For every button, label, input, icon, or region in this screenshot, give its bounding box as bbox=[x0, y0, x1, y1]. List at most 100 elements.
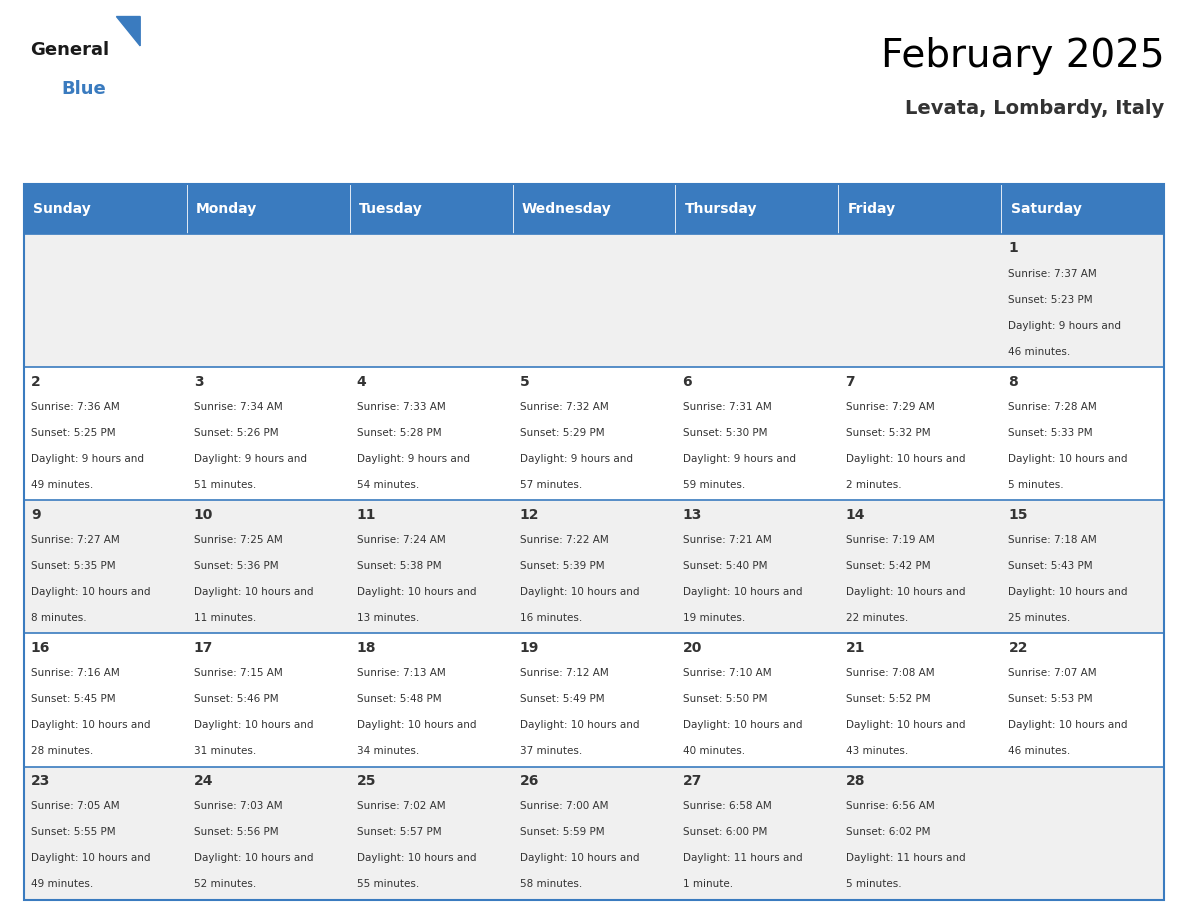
Text: 15: 15 bbox=[1009, 508, 1028, 521]
Text: Sunset: 5:29 PM: Sunset: 5:29 PM bbox=[519, 428, 605, 438]
Text: Daylight: 9 hours and: Daylight: 9 hours and bbox=[356, 454, 469, 464]
Text: Saturday: Saturday bbox=[1011, 202, 1082, 216]
Text: Blue: Blue bbox=[62, 80, 107, 98]
Text: Sunset: 5:25 PM: Sunset: 5:25 PM bbox=[31, 428, 115, 438]
Text: 3: 3 bbox=[194, 375, 203, 388]
Text: Sunrise: 7:31 AM: Sunrise: 7:31 AM bbox=[683, 402, 771, 412]
Text: Sunrise: 7:22 AM: Sunrise: 7:22 AM bbox=[519, 535, 608, 545]
Text: 10: 10 bbox=[194, 508, 213, 521]
Text: Daylight: 10 hours and: Daylight: 10 hours and bbox=[1009, 454, 1127, 464]
Bar bbox=[839, 234, 1001, 367]
Text: 13 minutes.: 13 minutes. bbox=[356, 613, 419, 623]
Text: Sunset: 5:30 PM: Sunset: 5:30 PM bbox=[683, 428, 767, 438]
Text: Sunset: 5:49 PM: Sunset: 5:49 PM bbox=[519, 694, 605, 704]
Text: Sunrise: 7:10 AM: Sunrise: 7:10 AM bbox=[683, 668, 771, 678]
Text: 24: 24 bbox=[194, 774, 214, 788]
Bar bbox=[349, 367, 512, 500]
Text: Daylight: 10 hours and: Daylight: 10 hours and bbox=[31, 854, 151, 863]
Bar bbox=[512, 184, 676, 234]
Text: 49 minutes.: 49 minutes. bbox=[31, 480, 93, 490]
Text: Sunset: 5:57 PM: Sunset: 5:57 PM bbox=[356, 827, 442, 837]
Text: Daylight: 10 hours and: Daylight: 10 hours and bbox=[846, 588, 965, 597]
Text: 27: 27 bbox=[683, 774, 702, 788]
Bar bbox=[676, 234, 839, 367]
Bar bbox=[512, 500, 676, 633]
Text: Sunrise: 7:36 AM: Sunrise: 7:36 AM bbox=[31, 402, 120, 412]
Text: 4: 4 bbox=[356, 375, 366, 388]
Text: Sunset: 5:23 PM: Sunset: 5:23 PM bbox=[1009, 295, 1093, 305]
Bar bbox=[676, 500, 839, 633]
Text: Sunset: 5:35 PM: Sunset: 5:35 PM bbox=[31, 561, 115, 571]
Text: 55 minutes.: 55 minutes. bbox=[356, 879, 419, 890]
Text: Sunrise: 7:08 AM: Sunrise: 7:08 AM bbox=[846, 668, 934, 678]
Text: Sunrise: 7:03 AM: Sunrise: 7:03 AM bbox=[194, 801, 283, 812]
Text: Daylight: 9 hours and: Daylight: 9 hours and bbox=[31, 454, 144, 464]
Text: Sunset: 5:55 PM: Sunset: 5:55 PM bbox=[31, 827, 115, 837]
Text: Sunset: 5:53 PM: Sunset: 5:53 PM bbox=[1009, 694, 1093, 704]
Text: 5: 5 bbox=[519, 375, 530, 388]
Text: 19: 19 bbox=[519, 641, 539, 655]
Text: 8 minutes.: 8 minutes. bbox=[31, 613, 87, 623]
Bar bbox=[676, 633, 839, 767]
Polygon shape bbox=[116, 17, 140, 46]
Text: Sunrise: 7:37 AM: Sunrise: 7:37 AM bbox=[1009, 269, 1098, 279]
Text: 46 minutes.: 46 minutes. bbox=[1009, 347, 1070, 357]
Text: Daylight: 10 hours and: Daylight: 10 hours and bbox=[1009, 721, 1127, 730]
Text: Sunset: 5:46 PM: Sunset: 5:46 PM bbox=[194, 694, 278, 704]
Bar bbox=[187, 367, 349, 500]
Text: Sunset: 5:38 PM: Sunset: 5:38 PM bbox=[356, 561, 442, 571]
Text: 37 minutes.: 37 minutes. bbox=[519, 746, 582, 756]
Text: 18: 18 bbox=[356, 641, 377, 655]
Bar bbox=[839, 633, 1001, 767]
Text: Sunset: 5:26 PM: Sunset: 5:26 PM bbox=[194, 428, 278, 438]
Text: Sunset: 5:40 PM: Sunset: 5:40 PM bbox=[683, 561, 767, 571]
Text: Daylight: 9 hours and: Daylight: 9 hours and bbox=[194, 454, 307, 464]
Text: Daylight: 10 hours and: Daylight: 10 hours and bbox=[31, 588, 151, 597]
Text: Sunrise: 7:12 AM: Sunrise: 7:12 AM bbox=[519, 668, 608, 678]
Bar bbox=[349, 184, 512, 234]
Text: Daylight: 10 hours and: Daylight: 10 hours and bbox=[519, 854, 639, 863]
Text: Daylight: 10 hours and: Daylight: 10 hours and bbox=[683, 721, 802, 730]
Text: Levata, Lombardy, Italy: Levata, Lombardy, Italy bbox=[905, 99, 1164, 118]
Text: Sunrise: 7:15 AM: Sunrise: 7:15 AM bbox=[194, 668, 283, 678]
Bar bbox=[839, 367, 1001, 500]
Text: Sunset: 5:48 PM: Sunset: 5:48 PM bbox=[356, 694, 442, 704]
Text: Sunset: 6:02 PM: Sunset: 6:02 PM bbox=[846, 827, 930, 837]
Text: Daylight: 11 hours and: Daylight: 11 hours and bbox=[846, 854, 965, 863]
Text: 34 minutes.: 34 minutes. bbox=[356, 746, 419, 756]
Text: Sunrise: 7:05 AM: Sunrise: 7:05 AM bbox=[31, 801, 120, 812]
Text: 52 minutes.: 52 minutes. bbox=[194, 879, 257, 890]
Text: 14: 14 bbox=[846, 508, 865, 521]
Text: Sunset: 5:28 PM: Sunset: 5:28 PM bbox=[356, 428, 442, 438]
Text: 59 minutes.: 59 minutes. bbox=[683, 480, 745, 490]
Bar bbox=[187, 234, 349, 367]
Text: Sunset: 5:43 PM: Sunset: 5:43 PM bbox=[1009, 561, 1093, 571]
Bar bbox=[676, 184, 839, 234]
Text: Sunrise: 7:29 AM: Sunrise: 7:29 AM bbox=[846, 402, 934, 412]
Bar bbox=[24, 367, 187, 500]
Bar bbox=[187, 500, 349, 633]
Bar bbox=[839, 184, 1001, 234]
Text: Sunrise: 7:21 AM: Sunrise: 7:21 AM bbox=[683, 535, 771, 545]
Text: Sunrise: 7:18 AM: Sunrise: 7:18 AM bbox=[1009, 535, 1098, 545]
Bar bbox=[676, 367, 839, 500]
Text: Sunrise: 7:16 AM: Sunrise: 7:16 AM bbox=[31, 668, 120, 678]
Text: Sunrise: 7:32 AM: Sunrise: 7:32 AM bbox=[519, 402, 608, 412]
Bar bbox=[512, 367, 676, 500]
Text: 5 minutes.: 5 minutes. bbox=[846, 879, 902, 890]
Bar bbox=[839, 500, 1001, 633]
Text: Sunset: 5:56 PM: Sunset: 5:56 PM bbox=[194, 827, 278, 837]
Text: Sunrise: 7:33 AM: Sunrise: 7:33 AM bbox=[356, 402, 446, 412]
Text: February 2025: February 2025 bbox=[880, 37, 1164, 74]
Text: 21: 21 bbox=[846, 641, 865, 655]
Bar bbox=[349, 500, 512, 633]
Text: Sunrise: 7:19 AM: Sunrise: 7:19 AM bbox=[846, 535, 934, 545]
Text: 2 minutes.: 2 minutes. bbox=[846, 480, 902, 490]
Bar bbox=[839, 767, 1001, 900]
Text: Wednesday: Wednesday bbox=[522, 202, 612, 216]
Text: 28: 28 bbox=[846, 774, 865, 788]
Bar bbox=[187, 184, 349, 234]
Text: Sunrise: 7:24 AM: Sunrise: 7:24 AM bbox=[356, 535, 446, 545]
Text: 17: 17 bbox=[194, 641, 213, 655]
Bar bbox=[24, 500, 187, 633]
